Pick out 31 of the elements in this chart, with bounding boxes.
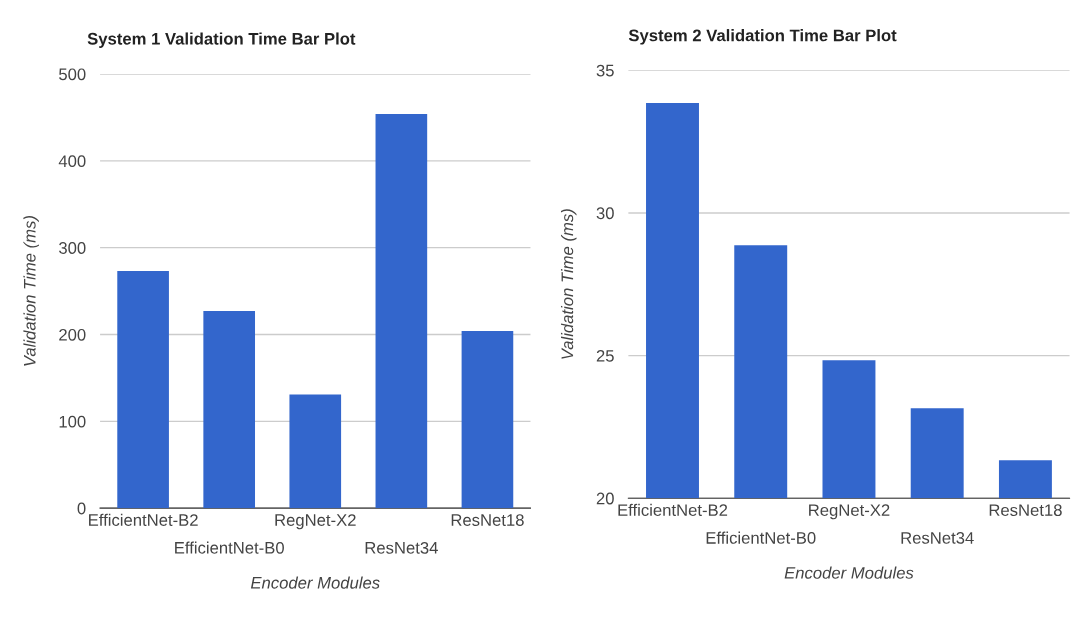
x-tick-label: RegNet-X2 [275,514,356,530]
x-tick-label: EfficientNet-B2 [89,513,198,526]
x-tick-label: EfficientNet-B2 [618,503,728,517]
x-tick-label: ResNet18 [989,504,1062,517]
x-tick-label: ResNet18 [451,514,524,526]
y-tick-label: 100 [59,415,86,428]
x-tick-label: ResNet34 [901,532,974,544]
bar [203,311,256,509]
chart-title: System 1 Validation Time Bar Plot [87,32,356,48]
y-tick-label: 500 [59,68,86,81]
y-tick-label: 25 [596,349,614,362]
bar [289,394,342,509]
bar [117,271,169,509]
y-tick-label: 35 [596,64,614,77]
y-tick-label: 300 [59,242,86,254]
y-tick-label: 30 [596,207,614,220]
x-tick-label: RegNet-X2 [809,504,890,520]
y-tick-label: 400 [58,155,86,168]
y-tick-label: 20 [596,492,614,505]
bar [461,331,514,509]
x-tick-label: EfficientNet-B0 [175,541,284,554]
y-tick-label: 0 [77,502,86,515]
x-axis-title: Encoder Modules [784,566,914,579]
y-tick-label: 200 [59,328,86,341]
y-axis-title: Validation Time (ms) [560,209,577,359]
x-axis-title: Encoder Modules [250,576,380,589]
x-tick-label: ResNet34 [365,541,438,554]
y-axis-title: Validation Time (ms) [23,216,39,366]
bar [375,113,428,509]
chart-title: System 2 Validation Time Bar Plot [628,29,897,45]
x-tick-label: EfficientNet-B0 [706,531,816,544]
